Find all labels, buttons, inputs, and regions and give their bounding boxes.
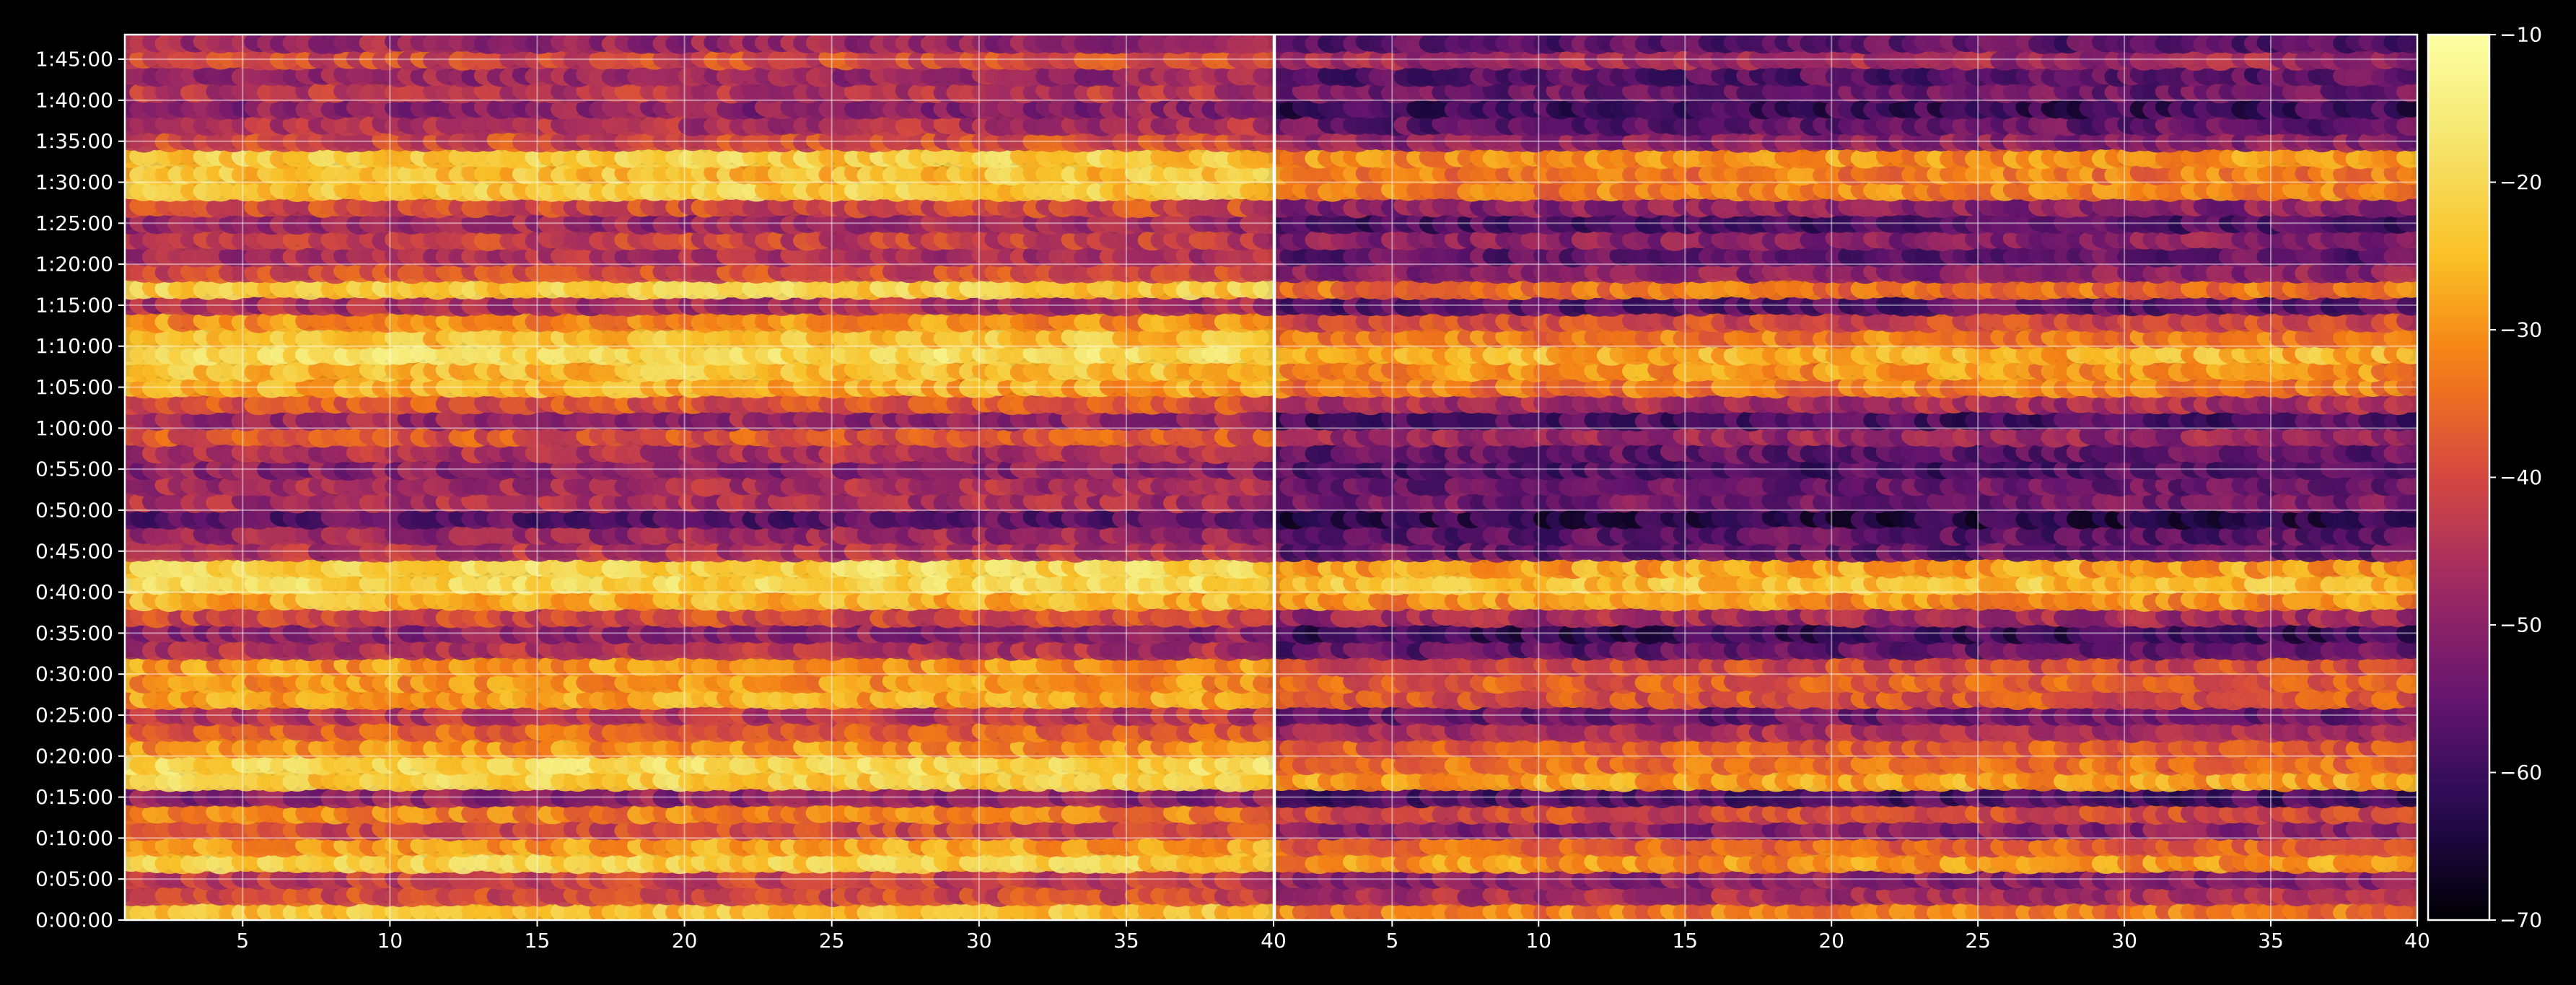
- heatmap-cell: [1252, 508, 1274, 529]
- heatmap-cell: [1252, 261, 1274, 281]
- heatmap-cell: [1252, 869, 1274, 890]
- heatmap-cell: [1252, 491, 1274, 512]
- heatmap-cell: [1252, 803, 1274, 824]
- heatmap-panel-right: [1274, 35, 2418, 920]
- heatmap-cell: [1252, 542, 1274, 563]
- heatmap-cell: [1252, 180, 1274, 201]
- heatmap-cell: [1252, 786, 1274, 807]
- heatmap-cell: [1252, 345, 1274, 366]
- heatmap-cell: [1252, 279, 1274, 299]
- heatmap-cell: [1252, 411, 1274, 432]
- heatmap-cell: [1252, 903, 1274, 920]
- heatmap-cell: [1252, 196, 1274, 217]
- heatmap-cell: [1252, 657, 1274, 678]
- heatmap-cell: [1252, 706, 1274, 727]
- heatmap-cell: [1252, 737, 1274, 758]
- heatmap-cell: [1252, 460, 1274, 481]
- heatmap-cell: [1252, 229, 1274, 250]
- heatmap-cell: [1252, 148, 1274, 169]
- heatmap-cell: [1252, 673, 1274, 694]
- heatmap-cell: [1252, 115, 1274, 136]
- heatmap-cell: [1252, 836, 1274, 857]
- heatmap-cell: [1252, 82, 1274, 103]
- heatmap-cell: [1252, 214, 1274, 235]
- heatmap-cell: [1252, 426, 1274, 447]
- heatmap-cell: [1252, 639, 1274, 660]
- heatmap-cell: [1252, 328, 1274, 349]
- heatmap-cell: [1252, 574, 1274, 595]
- heatmap-cell: [1252, 245, 1274, 266]
- heatmap-cell: [1252, 132, 1274, 153]
- heatmap-cell: [1252, 623, 1274, 644]
- heatmap-cell: [1252, 35, 1274, 53]
- heatmap-cell: [1252, 66, 1274, 87]
- heatmap-cell: [1252, 590, 1274, 610]
- heatmap-panel-left: [125, 35, 1274, 920]
- heatmap-cell: [1252, 296, 1274, 317]
- heatmap-cell: [1252, 97, 1274, 118]
- heatmap-cell: [1252, 48, 1274, 69]
- heatmap-cell: [1252, 755, 1274, 776]
